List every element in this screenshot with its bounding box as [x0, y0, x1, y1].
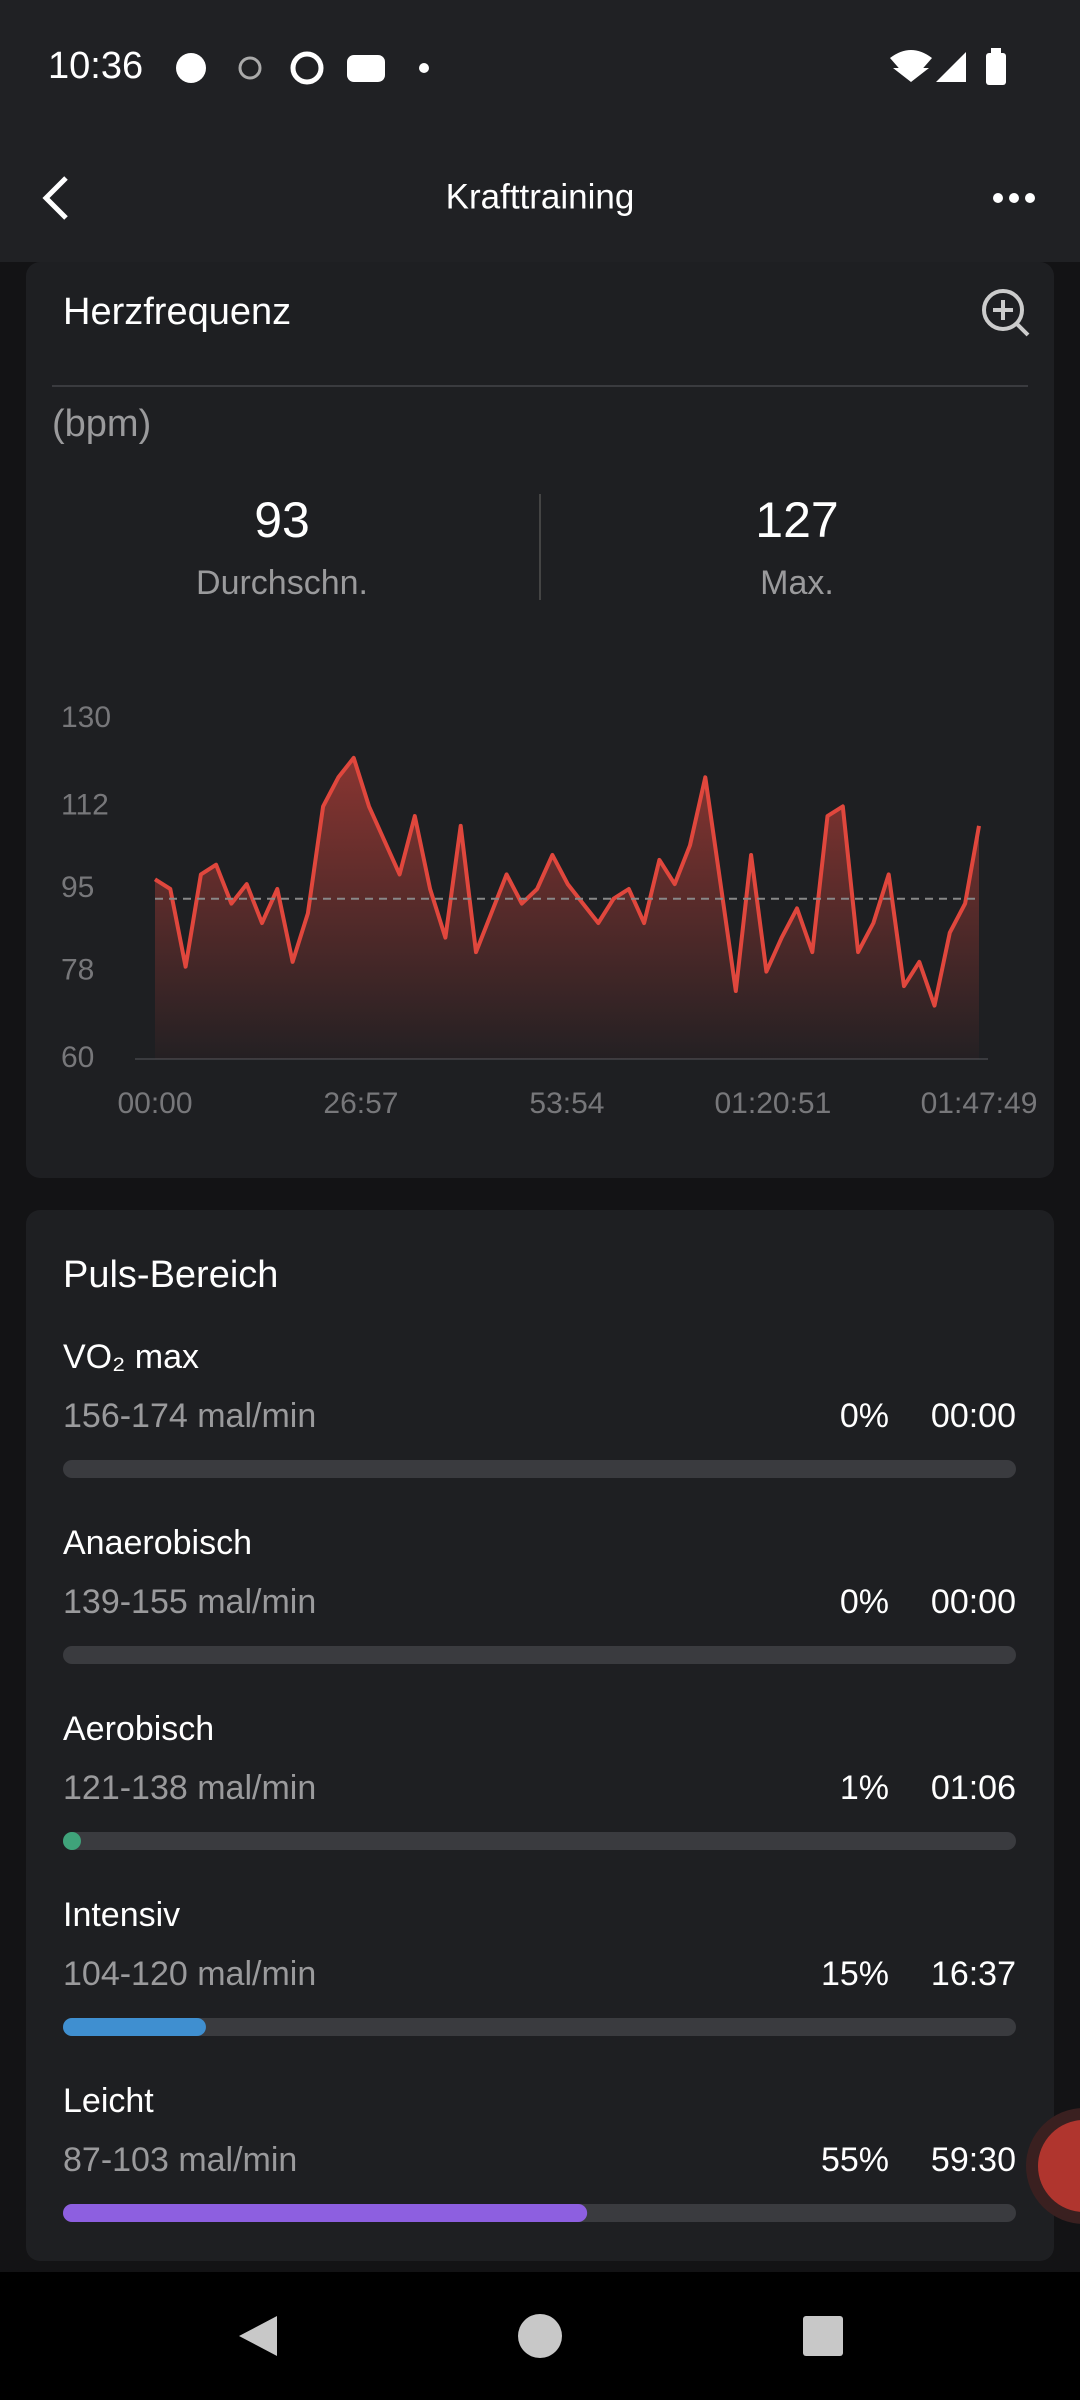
zone-range: 139-155 mal/min — [63, 1583, 316, 1621]
x-tick-label: 00:00 — [117, 1087, 192, 1120]
top-bar — [0, 0, 1080, 262]
zone-track — [63, 1832, 1016, 1850]
y-tick-label: 60 — [61, 1041, 94, 1074]
average-value: 93 — [254, 492, 310, 548]
y-tick-label: 95 — [61, 871, 94, 904]
max-label: Max. — [760, 564, 834, 602]
x-tick-label: 01:47:49 — [921, 1087, 1038, 1120]
zone-track — [63, 1460, 1016, 1478]
card-title: Herzfrequenz — [63, 291, 291, 333]
zone-name: Anaerobisch — [63, 1524, 252, 1562]
zone-name: VO₂ max — [63, 1338, 199, 1376]
y-tick-label: 130 — [61, 701, 111, 734]
zone-time: 59:30 — [931, 2141, 1016, 2179]
zone-time: 00:00 — [931, 1397, 1016, 1435]
zone-range: 121-138 mal/min — [63, 1769, 316, 1807]
nav-home[interactable] — [518, 2314, 562, 2358]
zone-track — [63, 1646, 1016, 1664]
unit-label: (bpm) — [52, 403, 151, 445]
zone-time: 01:06 — [931, 1769, 1016, 1807]
zone-name: Aerobisch — [63, 1710, 214, 1748]
zone-bar — [63, 1832, 81, 1850]
zone-name: Intensiv — [63, 1896, 180, 1934]
x-tick-label: 01:20:51 — [715, 1087, 832, 1120]
zone-track — [63, 2018, 1016, 2036]
nav-back[interactable] — [239, 2316, 277, 2356]
zone-percent: 0% — [840, 1397, 889, 1435]
line — [153, 755, 981, 1008]
max-value: 127 — [755, 492, 838, 548]
fab-button[interactable] — [1038, 2120, 1080, 2212]
zone-list: VO₂ max 156-174 mal/min 0% 00:00 Anaerobisch… — [63, 1338, 1016, 2222]
area — [155, 757, 979, 1059]
zone-time: 00:00 — [931, 1583, 1016, 1621]
zone-time: 16:37 — [931, 1955, 1016, 1993]
zone-percent: 15% — [821, 1955, 889, 1993]
zone-bar — [63, 2204, 588, 2222]
header-title: Krafttraining — [446, 177, 635, 216]
zone-percent: 0% — [840, 1583, 889, 1621]
status-time: 10:36 — [48, 45, 143, 87]
y-tick-label: 78 — [61, 953, 94, 986]
zone-percent: 55% — [821, 2141, 889, 2179]
zone-range: 87-103 mal/min — [63, 2141, 297, 2179]
x-tick-label: 53:54 — [529, 1087, 604, 1120]
zone-bar — [63, 2018, 206, 2036]
y-tick-label: 112 — [61, 788, 109, 821]
chart: 60 78 95 112 130 00:00 26:57 53:54 01:20:51 01:47… — [61, 701, 1037, 1120]
back-button[interactable] — [42, 176, 68, 220]
zones-title: Puls-Bereich — [63, 1254, 278, 1296]
zone-range: 156-174 mal/min — [63, 1397, 316, 1435]
zone-range: 104-120 mal/min — [63, 1955, 316, 1993]
zone-name: Leicht — [63, 2082, 154, 2120]
more-button[interactable] — [993, 193, 1035, 203]
status-icons — [176, 48, 1006, 85]
nav-recents[interactable] — [803, 2316, 843, 2356]
zoom-button[interactable] — [982, 289, 1030, 337]
average-label: Durchschn. — [196, 564, 368, 602]
zone-percent: 1% — [840, 1769, 889, 1807]
x-tick-label: 26:57 — [323, 1087, 398, 1120]
